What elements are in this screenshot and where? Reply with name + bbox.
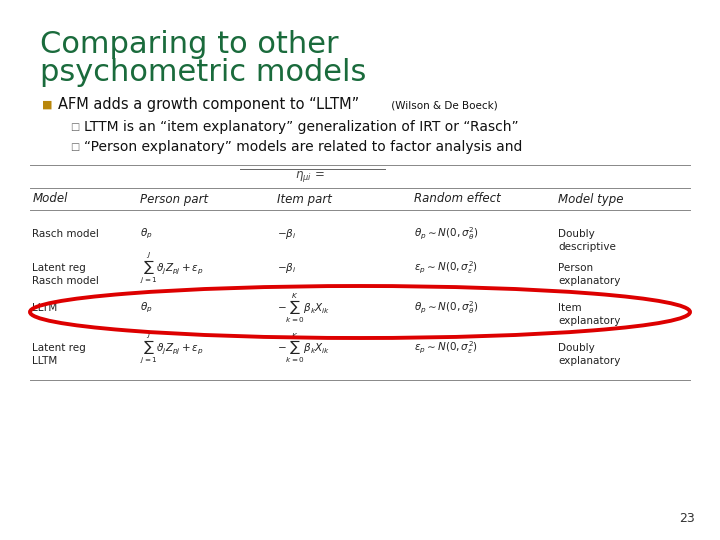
Text: ■: ■ [42,100,53,110]
Text: $-\sum_{k=0}^{K}\beta_k X_{ik}$: $-\sum_{k=0}^{K}\beta_k X_{ik}$ [277,332,330,364]
Text: explanatory: explanatory [558,276,621,286]
Text: (Wilson & De Boeck): (Wilson & De Boeck) [388,100,498,110]
Text: Rasch model: Rasch model [32,276,99,286]
Text: Comparing to other: Comparing to other [40,30,338,59]
Text: LLTM: LLTM [32,303,58,313]
Text: “Person explanatory” models are related to factor analysis and: “Person explanatory” models are related … [84,140,523,154]
Text: $\theta_p$: $\theta_p$ [140,227,153,241]
Text: $-\sum_{k=0}^{K}\beta_k X_{ik}$: $-\sum_{k=0}^{K}\beta_k X_{ik}$ [277,292,330,325]
Text: $-\beta_i$: $-\beta_i$ [277,227,297,241]
Text: Person part: Person part [140,192,209,206]
Text: Rasch model: Rasch model [32,229,99,239]
Text: $\varepsilon_p \sim N(0,\sigma^2_\varepsilon)$: $\varepsilon_p \sim N(0,\sigma^2_\vareps… [414,260,478,276]
Text: Latent reg: Latent reg [32,263,86,273]
Text: $\theta_p$: $\theta_p$ [140,301,153,315]
Text: descriptive: descriptive [558,242,616,252]
Text: AFM adds a growth component to “LLTM”: AFM adds a growth component to “LLTM” [58,98,359,112]
Text: Latent reg: Latent reg [32,343,86,353]
Text: $\theta_p \sim N(0,\sigma^2_\theta)$: $\theta_p \sim N(0,\sigma^2_\theta)$ [414,226,479,242]
Text: □: □ [70,142,79,152]
Text: Model type: Model type [558,192,624,206]
Text: $\theta_p \sim N(0,\sigma^2_\theta)$: $\theta_p \sim N(0,\sigma^2_\theta)$ [414,300,479,316]
Text: 23: 23 [679,512,695,525]
Text: explanatory: explanatory [558,356,621,366]
Text: Doubly: Doubly [558,343,595,353]
Text: Item: Item [558,303,582,313]
Text: psychometric models: psychometric models [40,58,366,87]
Text: $\sum_{j=1}^{J}\vartheta_j Z_{pj}+\varepsilon_p$: $\sum_{j=1}^{J}\vartheta_j Z_{pj}+\varep… [140,330,204,366]
Text: explanatory: explanatory [558,316,621,326]
Text: $\eta_{\mu i}$ =: $\eta_{\mu i}$ = [295,170,325,185]
Text: Person: Person [558,263,593,273]
Text: $\sum_{j=1}^{J}\vartheta_j Z_{pj}+\varepsilon_p$: $\sum_{j=1}^{J}\vartheta_j Z_{pj}+\varep… [140,251,204,286]
Text: □: □ [70,122,79,132]
Text: Model: Model [32,192,68,206]
Text: LLTM: LLTM [32,356,58,366]
Text: Item part: Item part [277,192,332,206]
Text: Doubly: Doubly [558,229,595,239]
Text: $-\beta_i$: $-\beta_i$ [277,261,297,275]
Text: LTTM is an “item explanatory” generalization of IRT or “Rasch”: LTTM is an “item explanatory” generaliza… [84,120,518,134]
Text: $\varepsilon_p \sim N(0,\sigma^2_\varepsilon)$: $\varepsilon_p \sim N(0,\sigma^2_\vareps… [414,340,478,356]
Text: Random effect: Random effect [414,192,500,206]
